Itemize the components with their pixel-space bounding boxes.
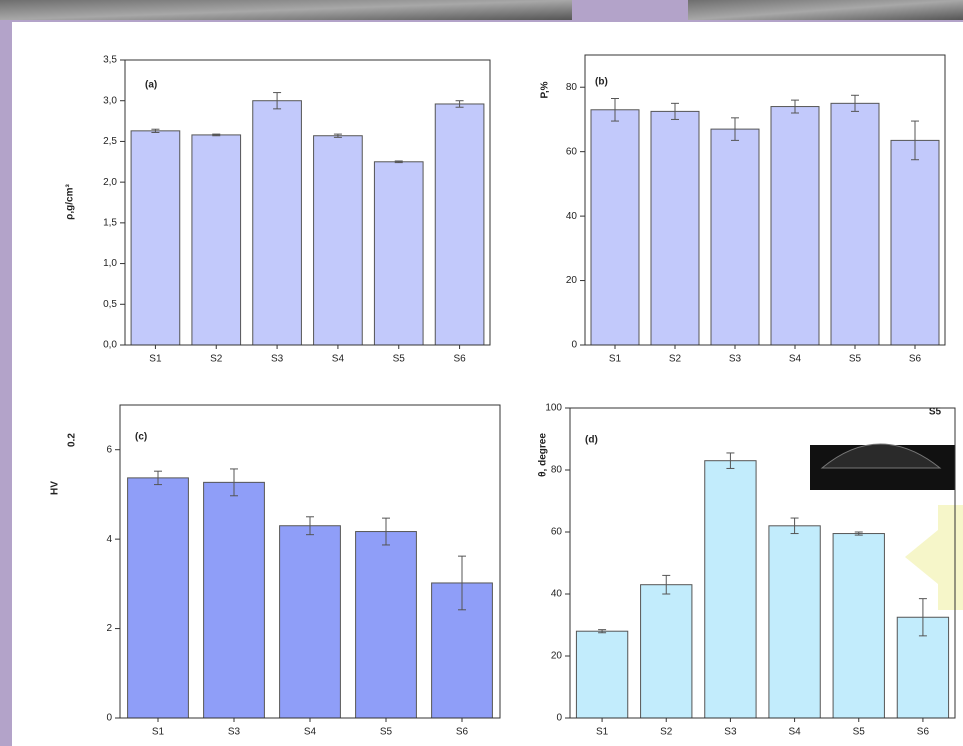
bar — [771, 107, 819, 345]
x-tick-label: S2 — [660, 727, 673, 738]
y-axis-label: HV — [50, 481, 61, 495]
x-tick-label: S5 — [853, 727, 866, 738]
bar — [192, 135, 241, 345]
y-tick-label: 80 — [551, 465, 563, 476]
y-axis-label: θ, degree — [538, 433, 549, 477]
y-tick-label: 20 — [551, 651, 563, 662]
bar — [204, 482, 265, 718]
y-tick-label: 40 — [566, 211, 578, 222]
y-tick-label: 80 — [566, 82, 578, 93]
y-tick-label: 4 — [106, 534, 112, 545]
y-tick-label: 1,5 — [103, 217, 117, 228]
x-tick-label: S3 — [228, 727, 241, 738]
inset-label: S5 — [929, 407, 942, 418]
y-tick-label: 0 — [106, 713, 112, 724]
sem-image — [688, 0, 963, 20]
y-tick-label: 60 — [566, 146, 578, 157]
bar — [711, 129, 759, 345]
x-tick-label: S1 — [609, 354, 622, 365]
panel-label: (c) — [135, 432, 147, 443]
bar — [576, 631, 627, 718]
bar — [253, 101, 302, 345]
bar — [705, 461, 756, 718]
x-tick-label: S4 — [332, 354, 345, 365]
x-tick-label: S5 — [849, 354, 862, 365]
bar — [833, 534, 884, 718]
bar — [891, 140, 939, 345]
x-tick-label: S2 — [669, 354, 682, 365]
bar — [651, 111, 699, 345]
panel-label: (d) — [585, 435, 598, 446]
y-tick-label: 2,0 — [103, 177, 117, 188]
bar — [831, 103, 879, 345]
bar — [314, 136, 363, 345]
bar — [356, 532, 417, 718]
screenshot: 0,0 0,5 1,0 1,5 2,0 2,5 3,0 3,5 S1 S2 S3 S4 S5 S6 (a) ρ… — [0, 0, 963, 746]
bar — [374, 162, 423, 345]
x-tick-label: S2 — [210, 354, 223, 365]
bar — [131, 131, 180, 345]
y-tick-label: 0 — [556, 713, 562, 724]
y-tick-label: 2 — [106, 623, 112, 634]
bar — [641, 585, 692, 718]
y-tick-label: 3,5 — [103, 55, 117, 66]
bar — [769, 526, 820, 718]
x-tick-label: S1 — [152, 727, 165, 738]
x-tick-label: S3 — [729, 354, 742, 365]
y-tick-label: 0,5 — [103, 299, 117, 310]
x-tick-label: S6 — [453, 354, 466, 365]
y-tick-label: 0 — [571, 340, 577, 351]
x-tick-label: S6 — [909, 354, 922, 365]
bar — [128, 478, 189, 718]
panel-label: (b) — [595, 77, 608, 88]
y-tick-label: 6 — [106, 444, 112, 455]
x-tick-label: S4 — [789, 354, 802, 365]
x-tick-label: S1 — [596, 727, 609, 738]
y-tick-label: 0,0 — [103, 340, 117, 351]
x-tick-label: S1 — [149, 354, 162, 365]
x-tick-label: S5 — [393, 354, 406, 365]
y-tick-label: 60 — [551, 527, 563, 538]
bar — [280, 526, 341, 718]
x-tick-label: S6 — [917, 727, 930, 738]
bar — [591, 110, 639, 345]
x-tick-label: S4 — [304, 727, 317, 738]
y-axis-label-sub: 0.2 — [67, 433, 78, 447]
y-tick-label: 100 — [545, 403, 562, 414]
x-tick-label: S6 — [456, 727, 469, 738]
y-axis-label: P,% — [540, 81, 551, 98]
y-tick-label: 3,0 — [103, 95, 117, 106]
y-tick-label: 2,5 — [103, 136, 117, 147]
y-tick-label: 1,0 — [103, 258, 117, 269]
y-axis-label: ρ,g/cm³ — [65, 184, 76, 220]
panel-label: (a) — [145, 80, 157, 91]
sem-image — [0, 0, 572, 20]
x-tick-label: S4 — [788, 727, 801, 738]
x-tick-label: S3 — [724, 727, 737, 738]
bar — [435, 104, 484, 345]
x-tick-label: S3 — [271, 354, 284, 365]
x-tick-label: S5 — [380, 727, 393, 738]
y-tick-label: 20 — [566, 275, 578, 286]
y-tick-label: 40 — [551, 589, 563, 600]
